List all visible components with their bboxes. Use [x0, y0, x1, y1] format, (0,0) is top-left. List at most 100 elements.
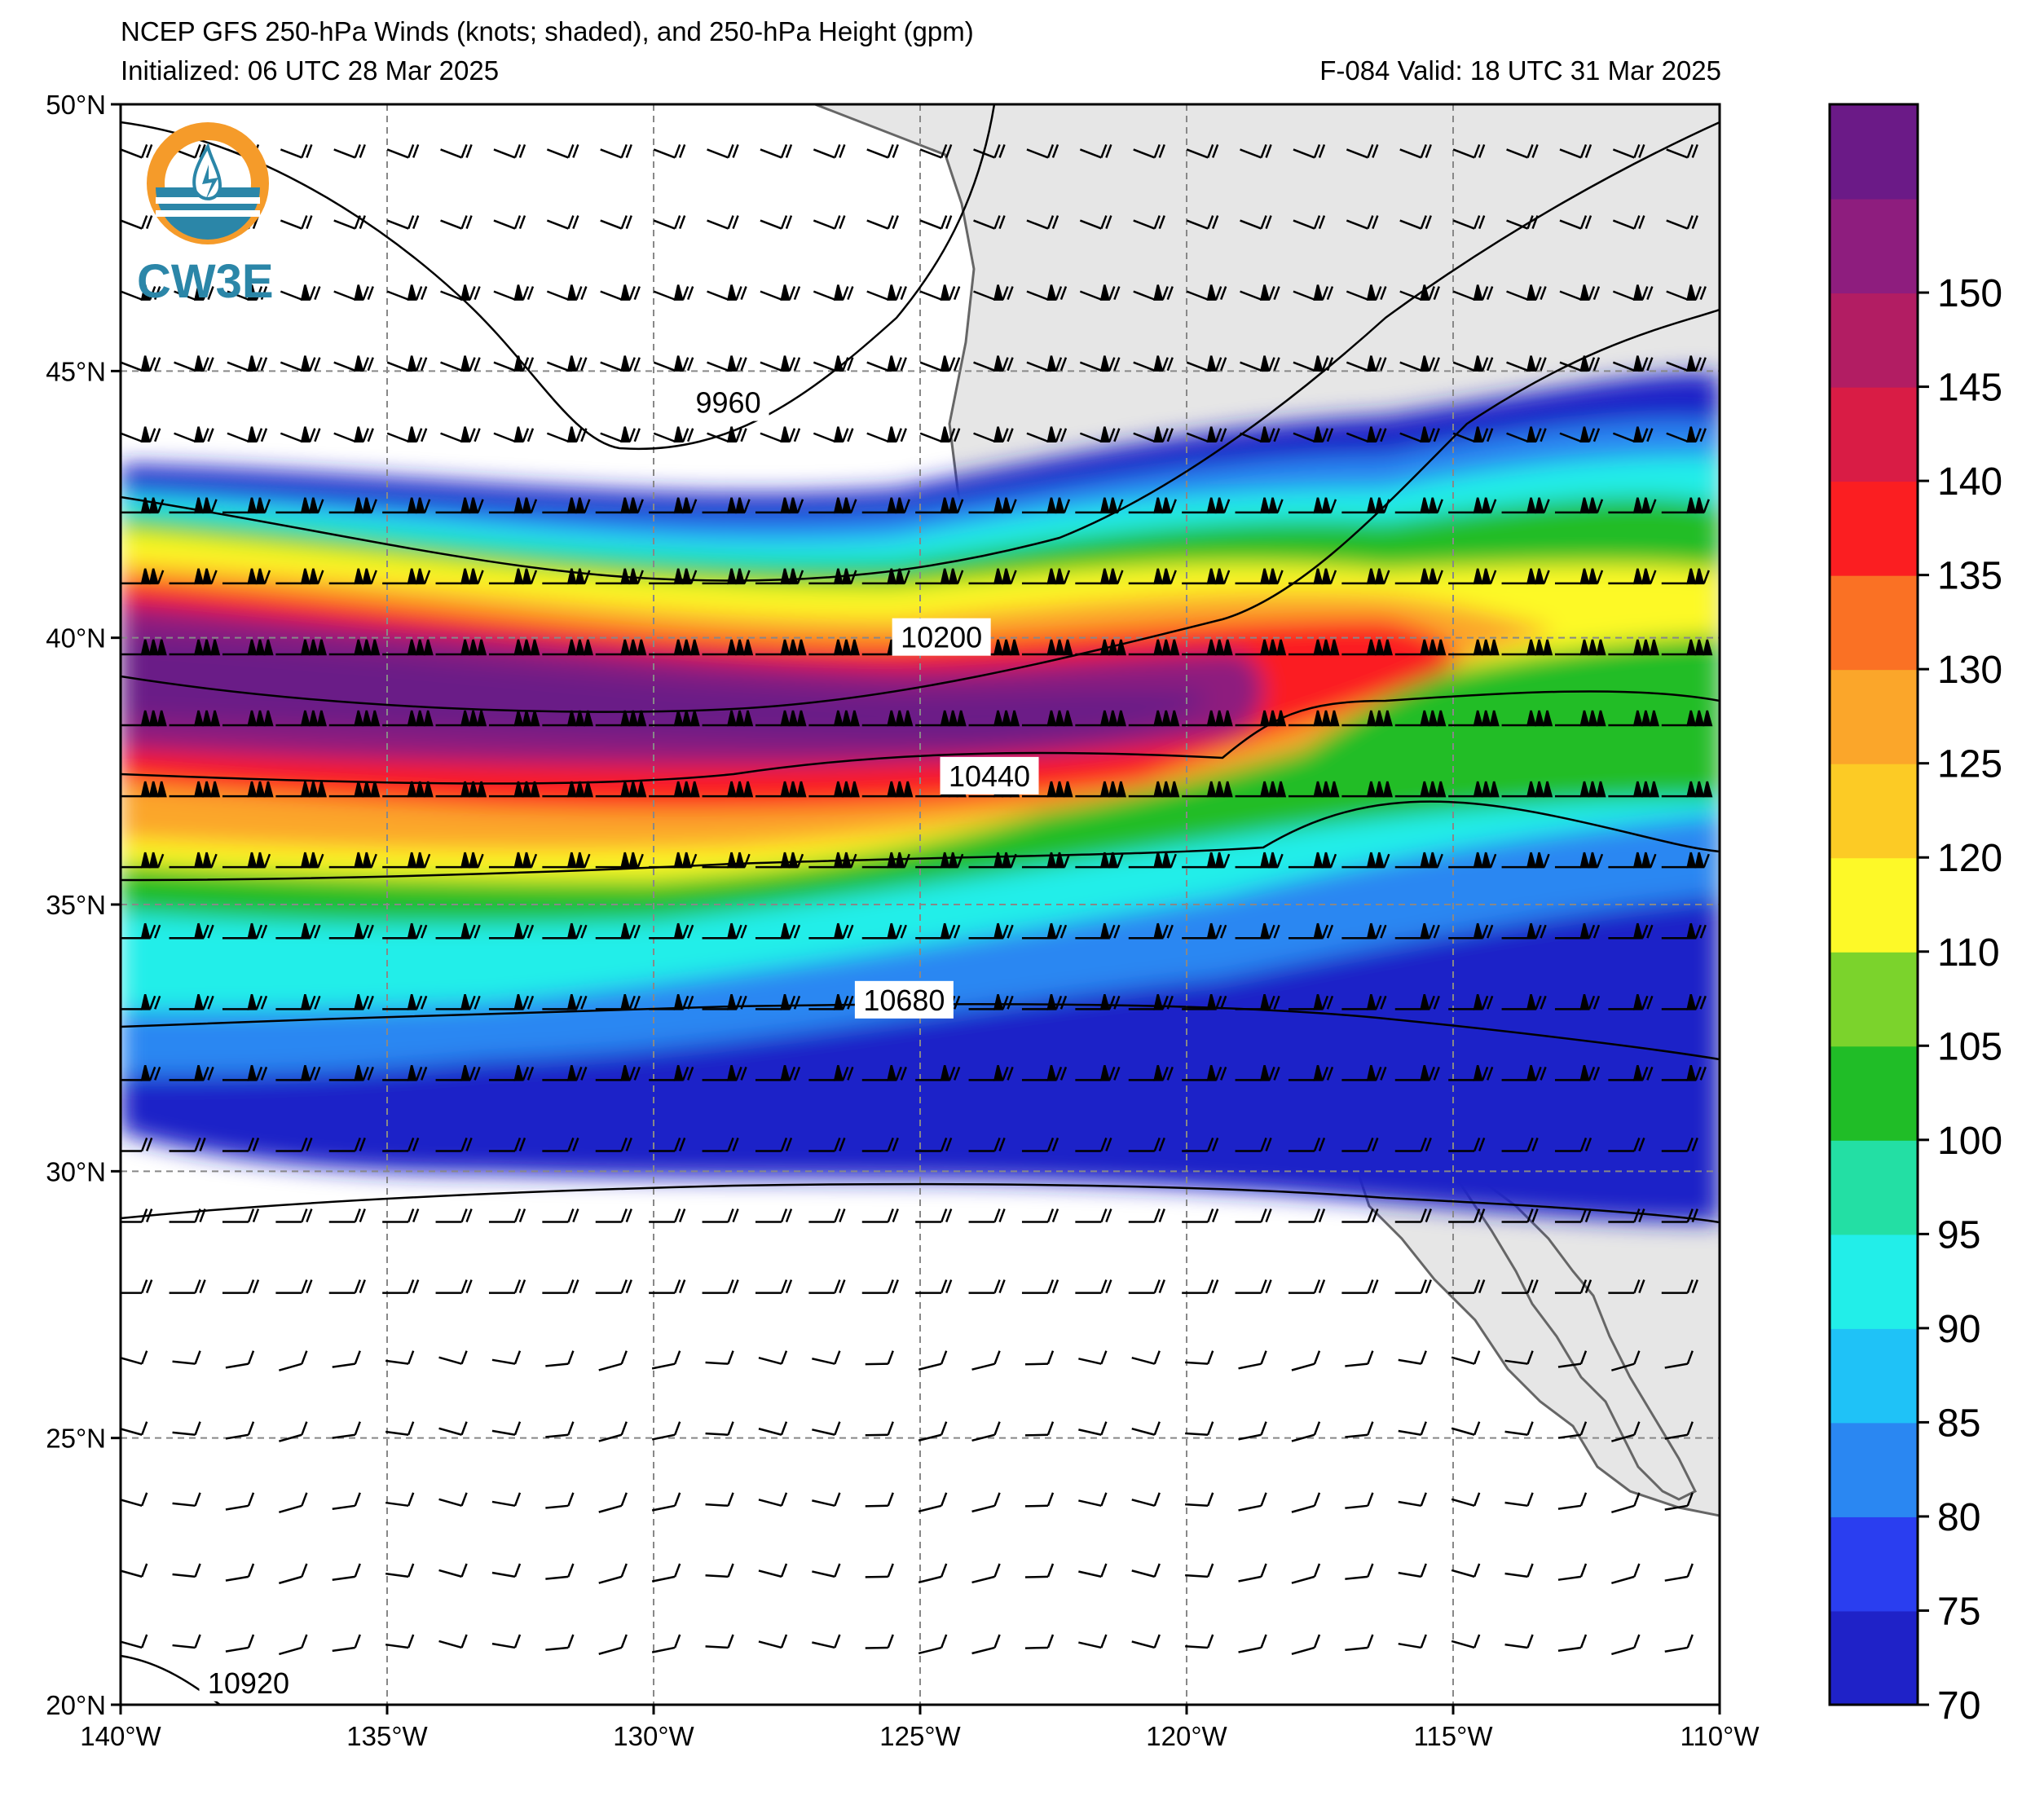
wind-barb	[1235, 993, 1280, 1010]
wind-barb	[808, 1208, 846, 1223]
wind-barb	[1238, 1421, 1267, 1441]
wind-barb	[755, 568, 804, 585]
wind-barb	[702, 497, 751, 514]
map-plot-area: 9960 10200 10440 10680 10920	[121, 104, 1720, 1705]
wind-barb	[1608, 1138, 1645, 1152]
colorbar-label: 140	[1937, 460, 2002, 504]
wind-barb	[1664, 1421, 1694, 1440]
wind-barb	[545, 1350, 575, 1367]
wind-barb	[491, 1563, 522, 1578]
lat-tick-label: 50°N	[46, 90, 106, 120]
wind-barb	[971, 1634, 1001, 1655]
wind-barb	[760, 144, 793, 159]
wind-barb	[1341, 993, 1387, 1010]
wind-barb	[1501, 568, 1550, 585]
wind-barb	[1238, 1563, 1267, 1583]
wind-barb	[1501, 781, 1553, 798]
wind-barb	[435, 1279, 473, 1294]
wind-barb	[1399, 284, 1440, 301]
wind-barb	[491, 1421, 522, 1436]
wind-barb	[1021, 1279, 1059, 1294]
wind-barb	[1075, 1138, 1112, 1152]
wind-barb	[1554, 497, 1604, 514]
wind-barb	[1394, 993, 1440, 1010]
wind-barb	[653, 215, 686, 230]
wind-barb	[275, 639, 328, 656]
wind-barb	[968, 852, 1017, 869]
wind-barb	[755, 993, 801, 1010]
wind-barb	[813, 215, 846, 230]
wind-barb	[1394, 1279, 1432, 1294]
wind-barb	[225, 1563, 255, 1582]
wind-barb	[169, 639, 221, 656]
wind-barb	[598, 1634, 628, 1655]
wind-barb	[542, 1065, 588, 1081]
wind-barb	[865, 1421, 894, 1437]
wind-barb	[1131, 1563, 1161, 1578]
wind-barb	[702, 1208, 739, 1223]
wind-barb	[758, 1350, 788, 1365]
wind-barb	[435, 1208, 473, 1223]
wind-barb	[1026, 426, 1068, 442]
wind-barb	[121, 355, 161, 372]
wind-barb	[1021, 568, 1071, 585]
wind-barb	[1666, 215, 1698, 230]
lat-tick-label: 25°N	[46, 1424, 106, 1454]
wind-barb	[121, 1138, 153, 1152]
wind-barb	[755, 1138, 793, 1152]
wind-barb	[600, 215, 632, 230]
wind-barb	[438, 1563, 468, 1578]
wind-barb	[1559, 215, 1592, 230]
lat-tick-label: 20°N	[46, 1690, 106, 1720]
wind-barb	[1664, 1634, 1694, 1653]
wind-barb	[758, 1421, 788, 1436]
wind-barb	[1186, 215, 1219, 230]
wind-barb	[808, 852, 857, 869]
colorbar-label: 105	[1937, 1025, 2002, 1068]
lat-tick-label: 45°N	[46, 356, 106, 386]
lat-tick-label: 30°N	[46, 1156, 106, 1186]
wind-barb	[169, 710, 221, 727]
wind-barb	[275, 568, 324, 585]
wind-barb	[1501, 1138, 1539, 1152]
contour-label-bg	[199, 1663, 298, 1701]
wind-barb	[328, 639, 381, 656]
wind-barb	[440, 426, 481, 442]
wind-barb	[1341, 710, 1394, 727]
wind-barb	[1501, 1208, 1539, 1223]
wind-barb	[1504, 1492, 1534, 1508]
wind-barb	[1608, 781, 1660, 798]
wind-barb	[1182, 993, 1227, 1010]
colorbar-label: 95	[1937, 1213, 1980, 1257]
wind-barb	[968, 497, 1017, 514]
wind-barb	[1078, 1350, 1108, 1365]
wind-barb	[275, 497, 324, 514]
wind-barb	[968, 1279, 1006, 1294]
wind-barb	[222, 1208, 260, 1223]
wind-barb	[600, 355, 641, 372]
wind-barb	[915, 497, 964, 514]
wind-barb	[1661, 922, 1707, 940]
wind-barb	[1075, 1065, 1121, 1081]
wind-barb	[1398, 1563, 1427, 1578]
wind-barb	[121, 1634, 148, 1649]
wind-barb	[121, 1350, 148, 1365]
lon-tick-label: 120°W	[1146, 1721, 1227, 1751]
colorbar-label: 125	[1937, 743, 2002, 786]
wind-barb	[1448, 1065, 1494, 1081]
wind-barb	[755, 922, 801, 940]
wind-barb	[275, 1065, 321, 1081]
wind-barb	[1345, 1350, 1374, 1367]
wind-barb	[861, 1279, 899, 1294]
wind-barb	[1293, 215, 1326, 230]
wind-barb	[651, 1492, 681, 1512]
wind-barb	[1024, 1492, 1055, 1508]
wind-barb	[493, 215, 526, 230]
wind-barb	[1661, 1138, 1698, 1152]
wind-barb	[808, 497, 857, 514]
wind-barb	[222, 1065, 268, 1081]
wind-barb	[1288, 639, 1340, 656]
contour-label: 10440	[949, 759, 1030, 793]
wind-barb	[1128, 1279, 1165, 1294]
wind-barb	[1341, 922, 1387, 940]
